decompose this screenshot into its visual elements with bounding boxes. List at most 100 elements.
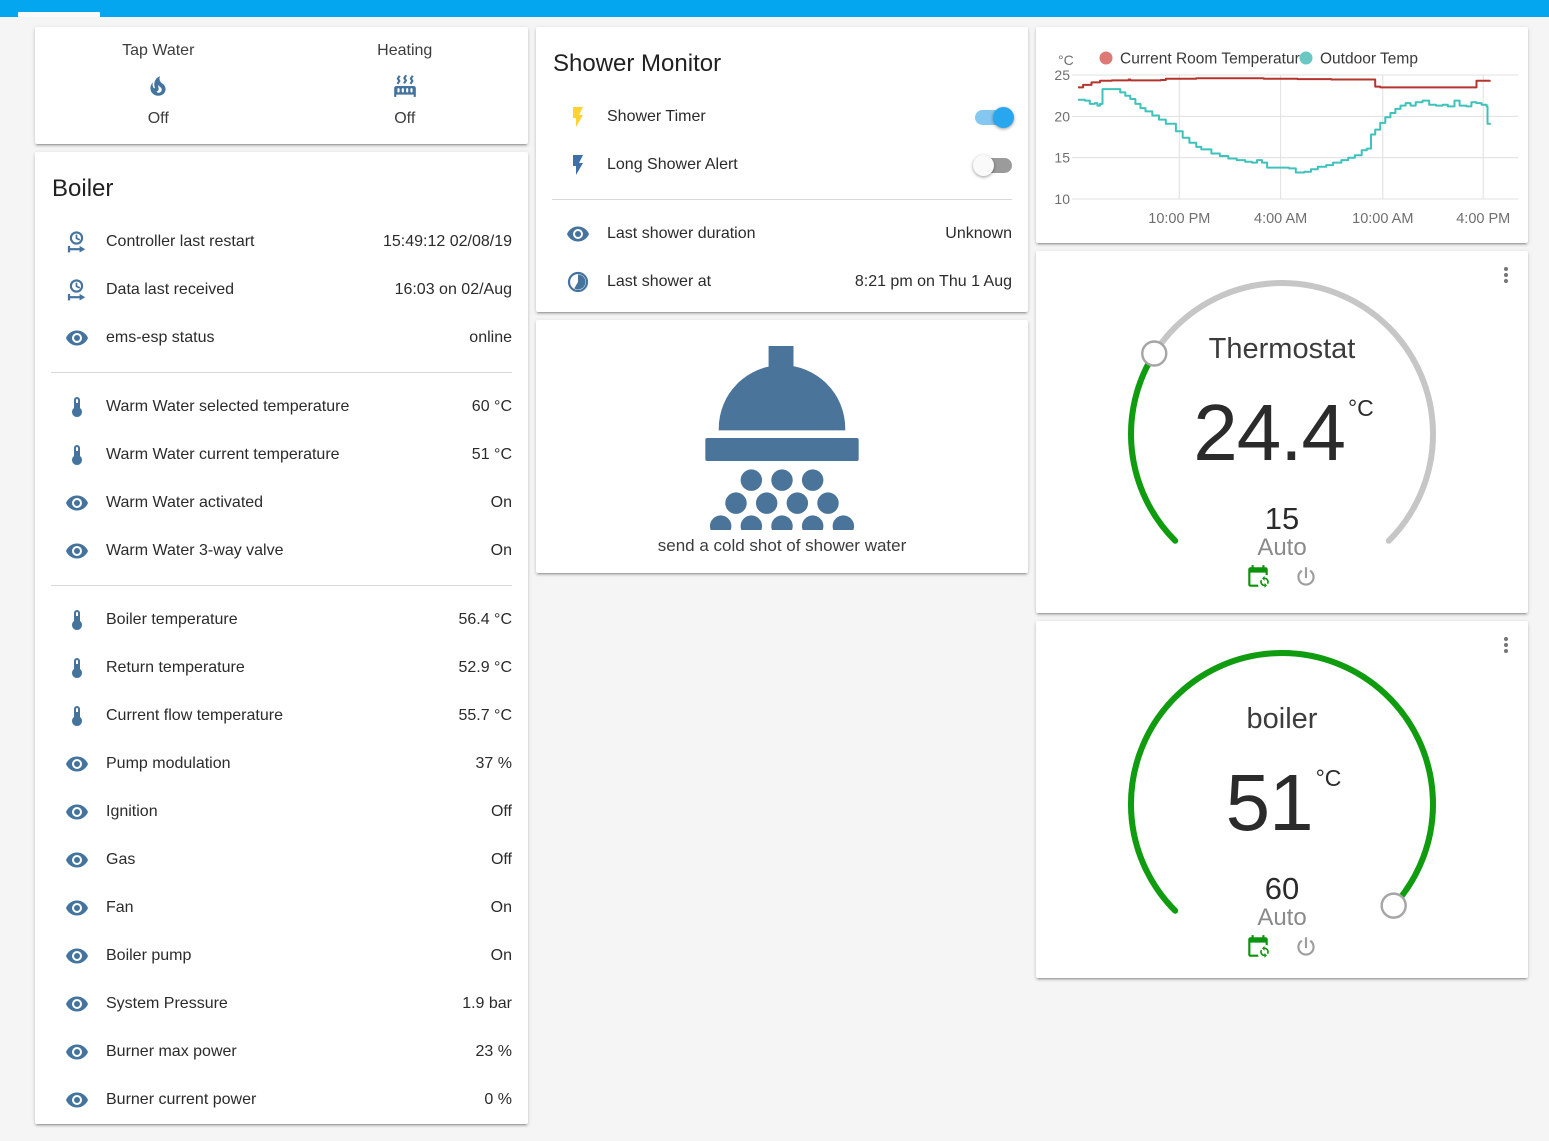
entity-row-value: Off [491,803,512,821]
entity-row-value: 55.7 °C [458,707,512,725]
dial-title: Thermostat [1036,333,1528,366]
schedule-mode-button[interactable] [1245,564,1271,590]
toggle-switch-long-shower-alert[interactable] [975,158,1012,173]
entity-row-value: online [469,329,512,347]
entity-row[interactable]: Burner current power0 % [35,1076,528,1124]
y-axis-tick: 25 [1054,67,1070,83]
shower-head-icon [667,346,897,530]
entity-row-label: Last shower at [607,273,855,291]
entity-row-label: Current flow temperature [106,707,458,725]
eye-icon [65,491,89,515]
thermometer-icon [65,608,89,632]
divider [552,199,1012,200]
card-menu-button[interactable] [1494,633,1518,657]
eye-icon [65,1040,89,1064]
power-mode-button[interactable] [1293,564,1319,590]
thermometer-icon [65,704,89,728]
y-axis-tick: 15 [1054,150,1070,166]
entity-row[interactable]: Controller last restart15:49:12 02/08/19 [35,218,528,266]
clock-pie-icon [566,270,590,294]
entity-row-label: Warm Water current temperature [106,446,472,464]
flash-icon [566,105,590,129]
entity-row-label: Warm Water selected temperature [106,398,472,416]
entity-row[interactable]: Warm Water activatedOn [35,479,528,527]
entity-row-value: 8:21 pm on Thu 1 Aug [855,273,1012,291]
entity-row[interactable]: FanOn [35,884,528,932]
entity-row[interactable]: Last shower durationUnknown [536,210,1028,258]
y-axis-tick: 20 [1054,108,1070,124]
legend-label[interactable]: Outdoor Temp [1320,51,1418,68]
entity-row-value: 52.9 °C [458,659,512,677]
toggle-switch-shower-timer[interactable] [975,110,1012,125]
entity-row-label: Ignition [106,803,491,821]
entity-row[interactable]: Last shower at8:21 pm on Thu 1 Aug [536,258,1028,306]
dial-current-value: 51°C [1036,757,1528,849]
thermometer-icon [65,395,89,419]
schedule-mode-button[interactable] [1245,934,1271,960]
entity-row[interactable]: Pump modulation37 % [35,740,528,788]
boiler-card-title: Boiler [35,152,528,214]
entity-row-value: On [491,899,512,917]
entity-row[interactable]: ems-esp statusonline [35,314,528,362]
dial-mode-label: Auto [1036,534,1528,562]
glance-item-state: Off [394,110,415,128]
entity-row[interactable]: Boiler temperature56.4 °C [35,596,528,644]
entity-row[interactable]: Boiler pumpOn [35,932,528,980]
active-tab-indicator[interactable] [18,12,100,17]
divider [51,372,512,373]
dial-target-value: 60 [1036,871,1528,907]
dial-current-value: 24.4°C [1036,387,1528,479]
toggle-row-label: Long Shower Alert [607,156,975,174]
y-axis-unit-label: °C [1058,52,1074,68]
toggle-row: Shower Timer [536,93,1028,141]
entity-row-label: ems-esp status [106,329,469,347]
dial-title: boiler [1036,703,1528,736]
eye-icon [566,222,590,246]
entity-row-value: On [491,542,512,560]
legend-label[interactable]: Current Room Temperature [1120,51,1308,68]
entity-row-value: 0 % [484,1091,512,1109]
glance-item-label: Heating [377,42,432,60]
entity-row[interactable]: GasOff [35,836,528,884]
entity-row-value: On [491,494,512,512]
eye-icon [65,752,89,776]
thermostat-dial-card: Thermostat24.4°C15Auto [1036,251,1528,613]
entity-row-label: Last shower duration [607,225,945,243]
glance-item-tap-water[interactable]: Tap WaterOff [35,42,282,128]
series-line-current-room-temperature [1078,78,1490,87]
dots-vertical-icon [1494,263,1518,287]
entity-row[interactable]: IgnitionOff [35,788,528,836]
power-mode-button[interactable] [1293,934,1319,960]
boiler-entities-card: Boiler Controller last restart15:49:12 0… [35,152,528,1124]
entity-row-value: 15:49:12 02/08/19 [383,233,512,251]
fire-icon [145,73,171,99]
entity-row[interactable]: Current flow temperature55.7 °C [35,692,528,740]
x-axis-tick: 10:00 AM [1352,211,1413,227]
dial-unit: °C [1316,765,1342,791]
entity-row[interactable]: Data last received16:03 on 02/Aug [35,266,528,314]
thermometer-icon [65,656,89,680]
temperature-history-chart-card: 2520151010:00 PM4:00 AM10:00 AM4:00 PM°C… [1036,27,1528,243]
entity-row[interactable]: Return temperature52.9 °C [35,644,528,692]
entity-row-label: Warm Water 3-way valve [106,542,491,560]
dial-mode-label: Auto [1036,904,1528,932]
entity-row-label: Boiler temperature [106,611,458,629]
thermometer-icon [65,443,89,467]
entity-row[interactable]: Warm Water 3-way valveOn [35,527,528,575]
entity-row-label: Gas [106,851,491,869]
glance-item-heating[interactable]: Heating Off [282,42,529,128]
toggle-knob [973,155,994,176]
card-menu-button[interactable] [1494,263,1518,287]
entity-row[interactable]: Warm Water current temperature51 °C [35,431,528,479]
entity-row-value: 37 % [476,755,512,773]
entity-row[interactable]: Warm Water selected temperature60 °C [35,383,528,431]
entity-row-value: On [491,947,512,965]
shower-action-card[interactable]: send a cold shot of shower water [536,320,1028,573]
toggle-row: Long Shower Alert [536,141,1028,189]
legend-marker [1300,52,1313,65]
entity-row-value: Unknown [945,225,1012,243]
eye-icon [65,326,89,350]
calendar-sync-icon [1245,934,1271,960]
entity-row[interactable]: System Pressure1.9 bar [35,980,528,1028]
entity-row[interactable]: Burner max power23 % [35,1028,528,1076]
